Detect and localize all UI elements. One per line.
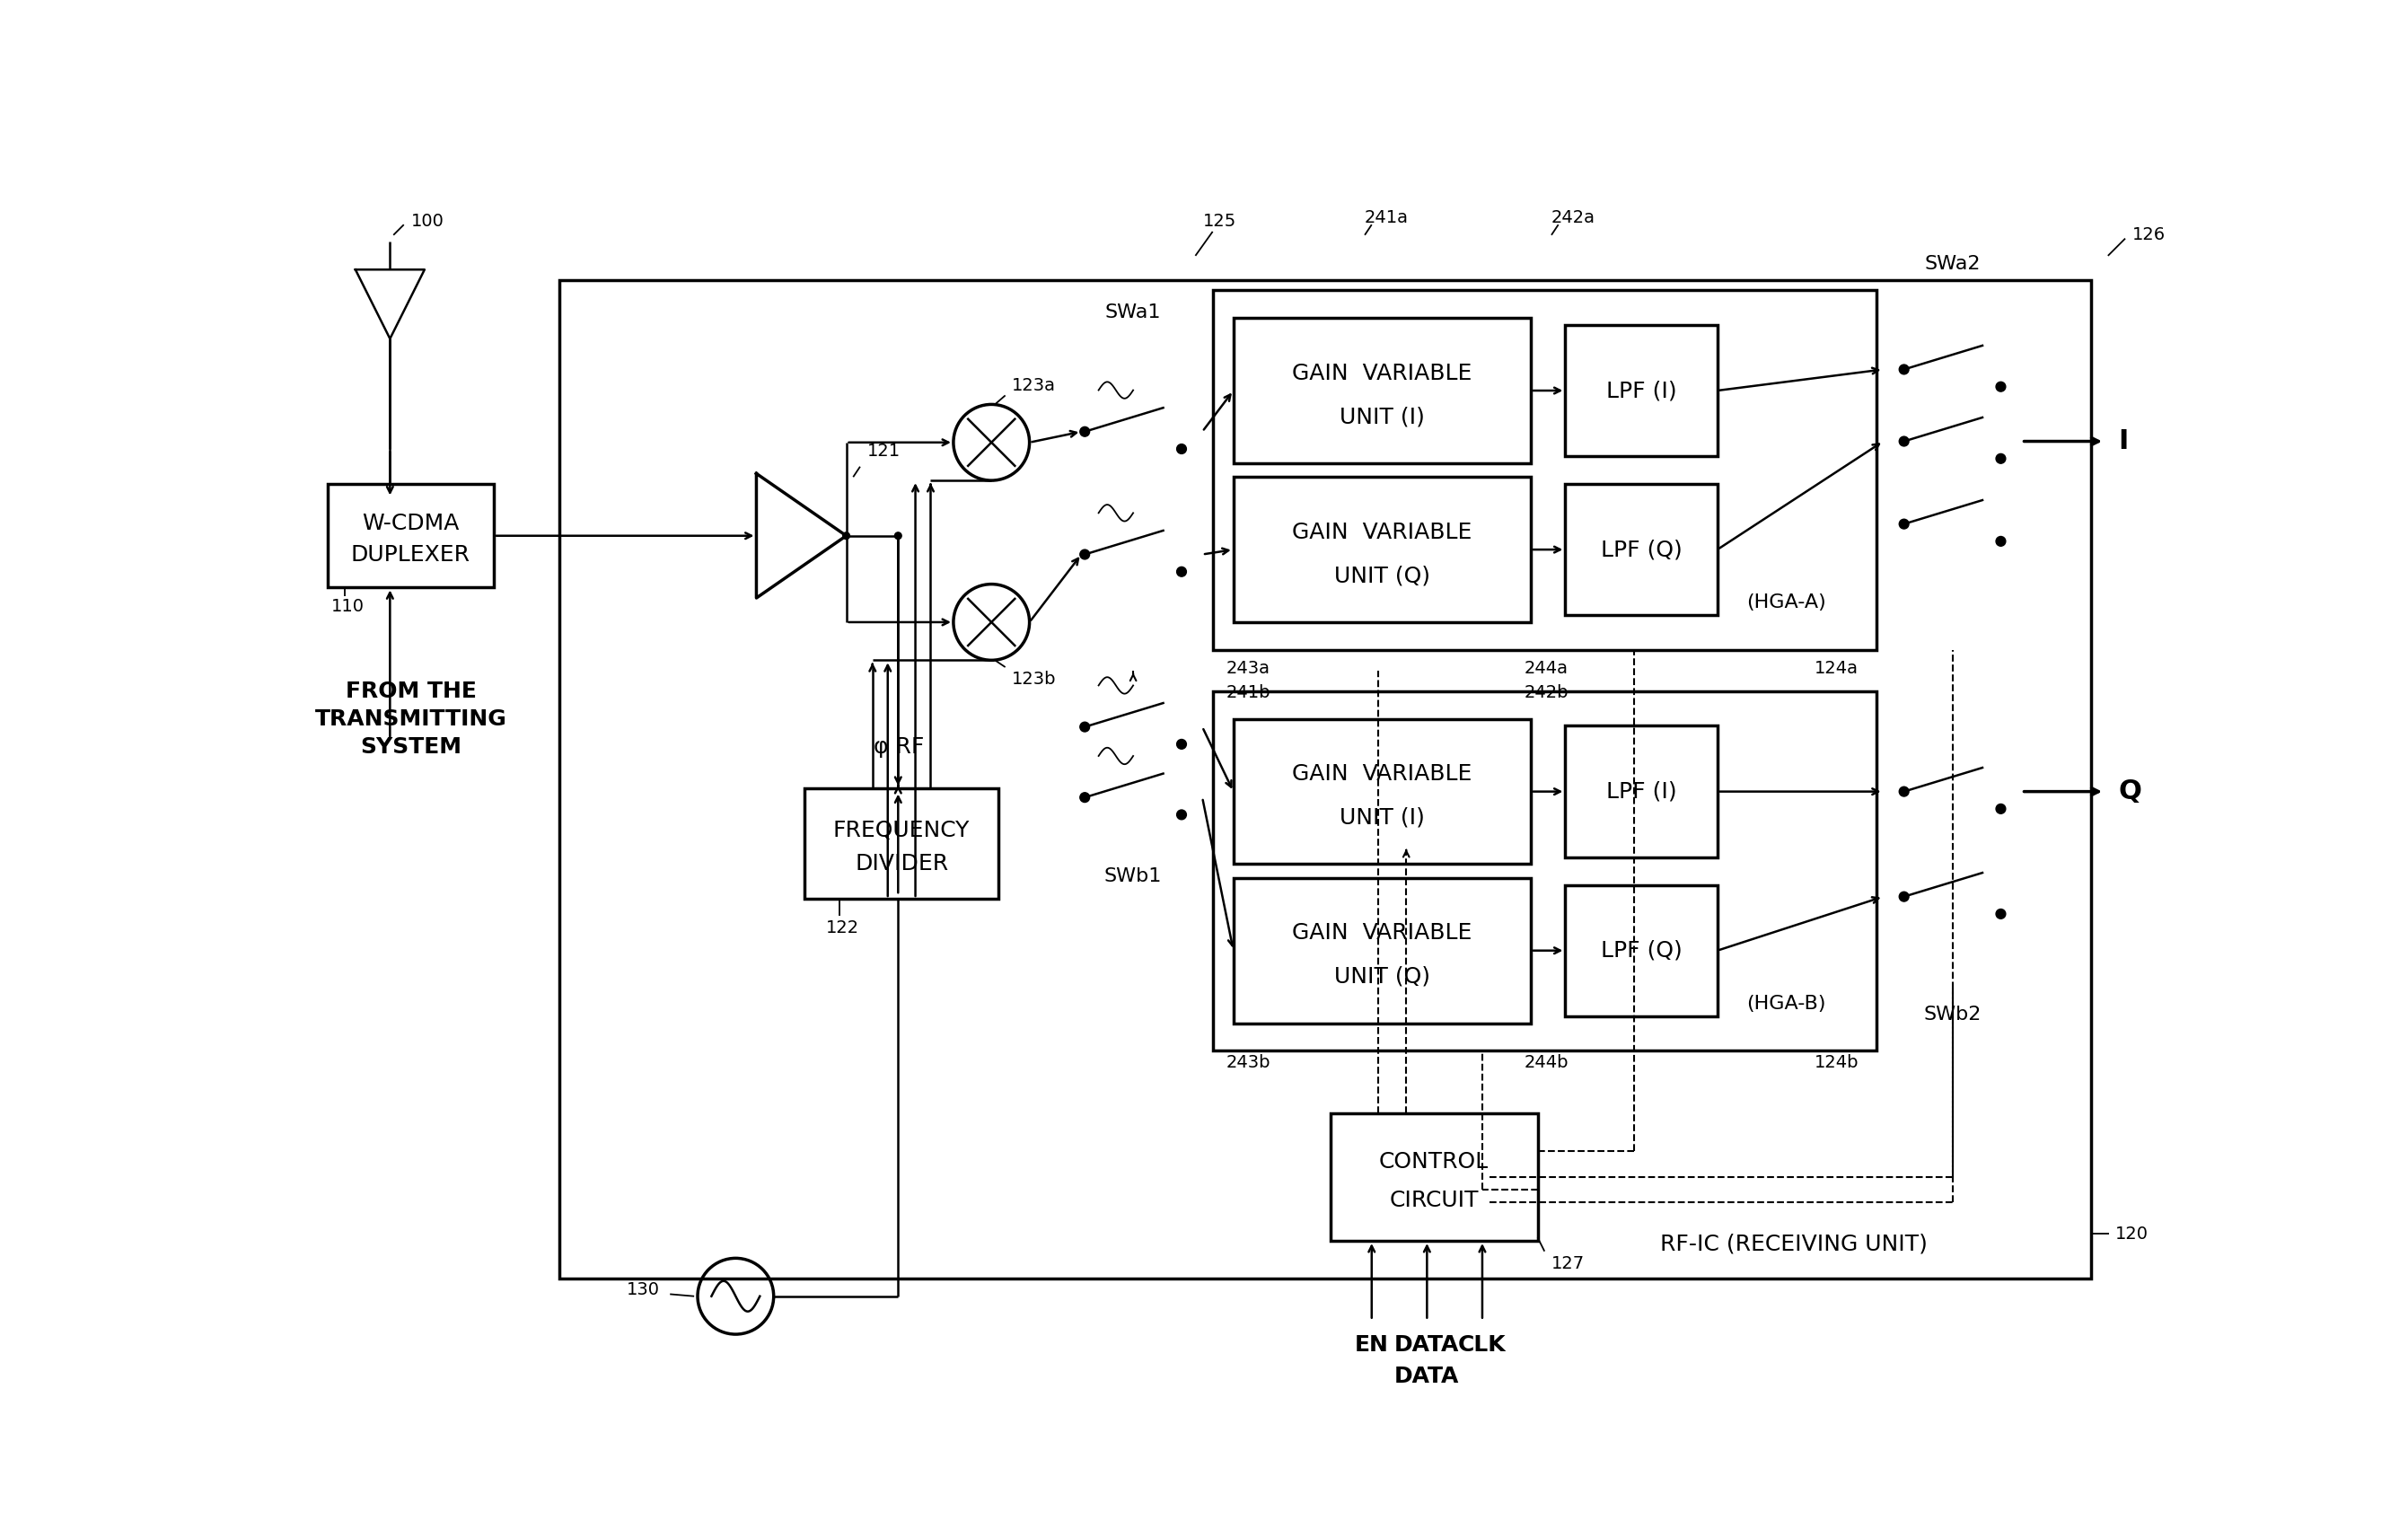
Text: TRANSMITTING: TRANSMITTING bbox=[315, 707, 506, 729]
Bar bbox=[327, 484, 494, 588]
Text: I: I bbox=[2119, 428, 2129, 454]
Circle shape bbox=[1178, 811, 1187, 820]
Text: SWa2: SWa2 bbox=[1924, 255, 1979, 274]
Circle shape bbox=[1900, 437, 1910, 446]
Text: 121: 121 bbox=[867, 443, 901, 460]
Text: 241a: 241a bbox=[1365, 209, 1409, 226]
Bar bbox=[1565, 884, 1717, 1017]
Text: UNIT (I): UNIT (I) bbox=[1339, 807, 1426, 829]
Text: GAIN  VARIABLE: GAIN VARIABLE bbox=[1293, 363, 1471, 384]
Text: DATA: DATA bbox=[1394, 1335, 1459, 1357]
Bar bbox=[1883, 726, 2023, 989]
Text: FREQUENCY: FREQUENCY bbox=[833, 820, 970, 841]
Text: (HGA-B): (HGA-B) bbox=[1746, 995, 1825, 1014]
Text: UNIT (Q): UNIT (Q) bbox=[1334, 564, 1430, 586]
Text: 242b: 242b bbox=[1524, 684, 1568, 701]
Text: UNIT (Q): UNIT (Q) bbox=[1334, 966, 1430, 987]
Text: 120: 120 bbox=[2114, 1226, 2148, 1243]
Circle shape bbox=[1900, 892, 1910, 901]
Text: 122: 122 bbox=[826, 920, 860, 937]
Text: CONTROL: CONTROL bbox=[1380, 1150, 1488, 1172]
Text: 242a: 242a bbox=[1551, 209, 1597, 226]
Bar bbox=[1883, 291, 2023, 651]
Circle shape bbox=[1900, 365, 1910, 374]
Text: Q: Q bbox=[2119, 778, 2141, 804]
Text: 125: 125 bbox=[1204, 212, 1235, 229]
Text: EN: EN bbox=[1356, 1335, 1389, 1357]
Text: GAIN  VARIABLE: GAIN VARIABLE bbox=[1293, 923, 1471, 944]
Text: 130: 130 bbox=[626, 1281, 660, 1298]
Circle shape bbox=[1900, 520, 1910, 529]
Text: LPF (Q): LPF (Q) bbox=[1601, 538, 1683, 560]
Text: 243b: 243b bbox=[1226, 1054, 1271, 1072]
Circle shape bbox=[1996, 381, 2006, 392]
Text: (HGA-A): (HGA-A) bbox=[1746, 594, 1825, 612]
Bar bbox=[1233, 718, 1531, 864]
Text: DIVIDER: DIVIDER bbox=[855, 852, 949, 874]
Circle shape bbox=[896, 532, 901, 540]
Bar bbox=[1064, 338, 1202, 671]
Text: LPF (I): LPF (I) bbox=[1606, 380, 1676, 401]
Text: 243a: 243a bbox=[1226, 660, 1271, 677]
Circle shape bbox=[1996, 537, 2006, 546]
Text: 244a: 244a bbox=[1524, 660, 1568, 677]
Circle shape bbox=[1996, 804, 2006, 814]
Bar bbox=[1329, 1114, 1539, 1241]
Text: DUPLEXER: DUPLEXER bbox=[352, 543, 470, 564]
Text: RF-IC (RECEIVING UNIT): RF-IC (RECEIVING UNIT) bbox=[1659, 1233, 1926, 1255]
Bar bbox=[804, 787, 999, 898]
Bar bbox=[1565, 484, 1717, 615]
Text: 123b: 123b bbox=[1011, 671, 1057, 687]
Text: W-CDMA: W-CDMA bbox=[361, 512, 460, 534]
Text: 100: 100 bbox=[412, 212, 443, 229]
Bar bbox=[1233, 318, 1531, 463]
Text: φ RF: φ RF bbox=[874, 735, 925, 757]
Bar bbox=[1233, 878, 1531, 1023]
Bar bbox=[1064, 674, 1202, 851]
Bar bbox=[559, 280, 2090, 1280]
Circle shape bbox=[843, 532, 850, 540]
Circle shape bbox=[1996, 909, 2006, 918]
Circle shape bbox=[1178, 444, 1187, 454]
Text: LPF (Q): LPF (Q) bbox=[1601, 940, 1683, 961]
Text: 123a: 123a bbox=[1011, 377, 1057, 394]
Circle shape bbox=[1900, 787, 1910, 797]
Text: 241b: 241b bbox=[1226, 684, 1271, 701]
Text: UNIT (I): UNIT (I) bbox=[1339, 406, 1426, 428]
Bar bbox=[1565, 726, 1717, 857]
Circle shape bbox=[1079, 792, 1088, 803]
Text: GAIN  VARIABLE: GAIN VARIABLE bbox=[1293, 521, 1471, 543]
Bar bbox=[1214, 691, 1876, 1050]
Text: DATA: DATA bbox=[1394, 1366, 1459, 1387]
Circle shape bbox=[1079, 721, 1088, 732]
Text: 110: 110 bbox=[332, 598, 364, 615]
Text: 126: 126 bbox=[2131, 226, 2165, 243]
Text: 124b: 124b bbox=[1813, 1054, 1859, 1072]
Circle shape bbox=[1996, 454, 2006, 463]
Text: 127: 127 bbox=[1551, 1255, 1584, 1272]
Bar bbox=[1565, 325, 1717, 457]
Circle shape bbox=[1178, 568, 1187, 577]
Bar bbox=[1214, 291, 1876, 651]
Text: 124a: 124a bbox=[1813, 660, 1859, 677]
Circle shape bbox=[1178, 740, 1187, 749]
Text: CLK: CLK bbox=[1459, 1335, 1507, 1357]
Circle shape bbox=[1079, 549, 1088, 560]
Text: CIRCUIT: CIRCUIT bbox=[1389, 1189, 1479, 1210]
Text: FROM THE: FROM THE bbox=[344, 680, 477, 701]
Text: SWa1: SWa1 bbox=[1105, 303, 1161, 321]
Text: GAIN  VARIABLE: GAIN VARIABLE bbox=[1293, 763, 1471, 784]
Text: 244b: 244b bbox=[1524, 1054, 1568, 1072]
Circle shape bbox=[1079, 428, 1088, 437]
Text: SYSTEM: SYSTEM bbox=[359, 735, 462, 757]
Text: SWb2: SWb2 bbox=[1924, 1006, 1982, 1024]
Bar bbox=[1233, 477, 1531, 623]
Text: SWb1: SWb1 bbox=[1105, 867, 1163, 886]
Text: LPF (I): LPF (I) bbox=[1606, 781, 1676, 803]
